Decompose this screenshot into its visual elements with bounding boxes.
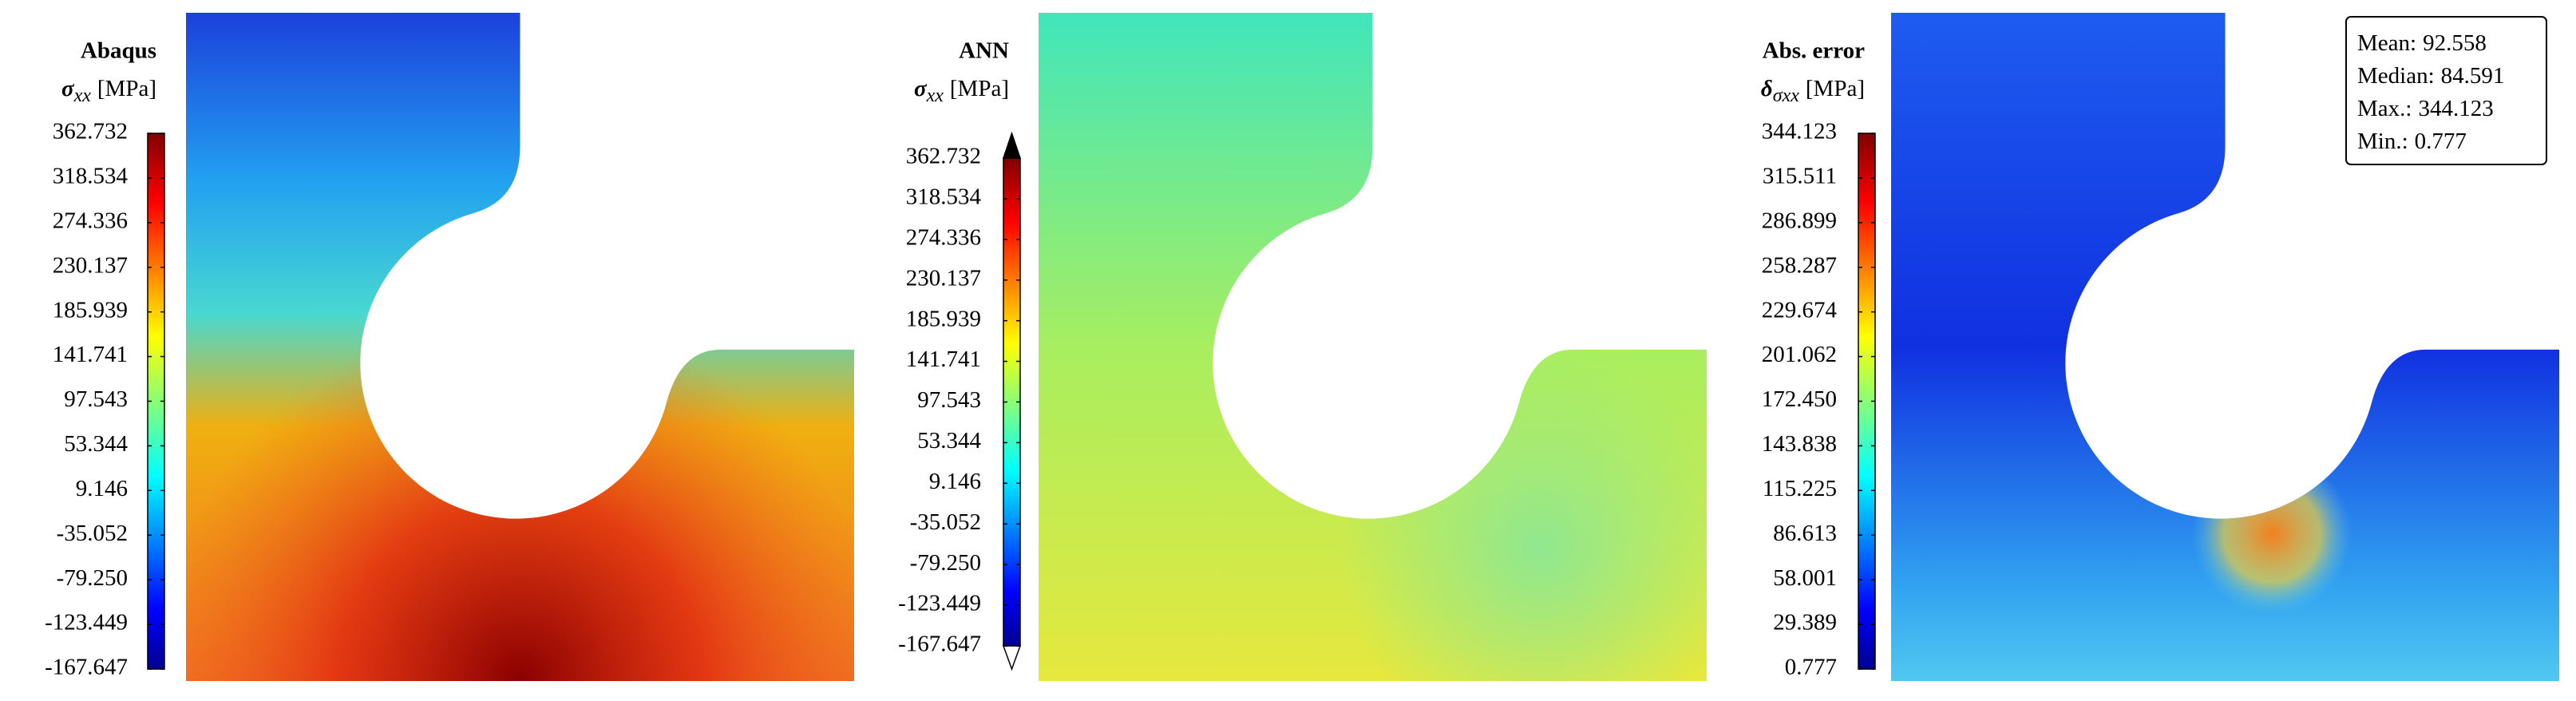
symbol: σ <box>914 76 928 101</box>
title: ANN <box>959 38 1009 64</box>
tick-label: 362.732 <box>906 144 981 169</box>
tick-label: 230.137 <box>53 252 128 278</box>
tick-label: 141.741 <box>53 342 128 367</box>
tick-label: 201.062 <box>1762 342 1837 367</box>
stats-value: 0.777 <box>2415 129 2467 154</box>
stats-label: Median: <box>2357 63 2435 89</box>
tick-label: 229.674 <box>1762 297 1838 323</box>
field <box>1039 13 1707 681</box>
tick-label: 97.543 <box>917 387 981 413</box>
stats-value: 92.558 <box>2423 30 2487 56</box>
tick-label: 185.939 <box>906 306 981 331</box>
tick-label: 318.534 <box>53 164 129 189</box>
subscript: σxx <box>1773 85 1799 106</box>
tick-label: -167.647 <box>45 655 128 680</box>
tick-label: -79.250 <box>910 550 981 576</box>
tick-label: -79.250 <box>57 565 128 591</box>
tick-label: -35.052 <box>57 521 128 546</box>
field <box>186 13 854 681</box>
tick-label: 86.613 <box>1773 521 1837 546</box>
tick-label: -167.647 <box>898 632 981 657</box>
tick-label: 115.225 <box>1763 476 1837 501</box>
tick-label: 185.939 <box>53 297 128 323</box>
tick-label: 172.450 <box>1762 386 1837 412</box>
tick-label: -35.052 <box>910 509 981 535</box>
tick-label: 141.741 <box>906 347 981 372</box>
subscript: xx <box>926 85 944 106</box>
unit: [MPa] <box>950 76 1009 101</box>
field-overlay <box>1039 13 1707 681</box>
symbol: σ <box>61 76 75 101</box>
extend-min <box>1002 645 1022 671</box>
field <box>1891 13 2559 681</box>
subscript: xx <box>73 85 92 106</box>
stats-line: Min.: 0.777 <box>2357 129 2467 154</box>
tick-label: 0.777 <box>1785 655 1837 680</box>
tick-label: 315.511 <box>1763 164 1837 189</box>
tick-label: 344.123 <box>1762 119 1837 145</box>
tick-label: 362.732 <box>53 119 128 145</box>
stats-label: Max.: <box>2357 96 2412 121</box>
stats-label: Min.: <box>2357 129 2408 154</box>
title: Abaqus <box>81 38 156 64</box>
colorbar-label: δσxx [MPa] <box>1761 76 1865 106</box>
stats-line: Max.: 344.123 <box>2357 96 2494 121</box>
tick-label: 286.899 <box>1762 208 1837 233</box>
tick-label: 258.287 <box>1762 252 1837 278</box>
tick-label: -123.449 <box>45 610 128 636</box>
tick-label: 29.389 <box>1773 610 1837 636</box>
stats-value: 84.591 <box>2441 63 2505 89</box>
tick-label: 53.344 <box>64 431 128 457</box>
tick-label: 143.838 <box>1762 431 1837 457</box>
tick-label: -123.449 <box>898 591 981 616</box>
unit: [MPa] <box>1806 76 1865 101</box>
tick-label: 9.146 <box>76 476 128 501</box>
tick-label: 274.336 <box>53 208 128 233</box>
field-overlay <box>186 13 854 681</box>
stats-value: 344.123 <box>2418 96 2493 121</box>
tick-label: 230.137 <box>906 265 981 291</box>
title: Abs. error <box>1763 38 1865 64</box>
tick-label: 53.344 <box>917 428 981 453</box>
tick-label: 97.543 <box>64 386 128 412</box>
stats-label: Mean: <box>2357 30 2416 56</box>
colorbar-label: σxx [MPa] <box>61 76 156 106</box>
stats-line: Median: 84.591 <box>2357 63 2504 89</box>
unit: [MPa] <box>97 76 156 101</box>
stats-box <box>2345 16 2547 165</box>
symbol: δ <box>1761 76 1773 101</box>
tick-label: 58.001 <box>1773 565 1837 591</box>
tick-label: 9.146 <box>929 469 981 494</box>
extend-max <box>1002 131 1022 159</box>
colorbar-label: σxx [MPa] <box>914 76 1009 106</box>
stats-line: Mean: 92.558 <box>2357 30 2487 56</box>
tick-label: 318.534 <box>906 184 982 210</box>
tick-label: 274.336 <box>906 224 981 250</box>
field-overlay <box>1891 13 2559 681</box>
